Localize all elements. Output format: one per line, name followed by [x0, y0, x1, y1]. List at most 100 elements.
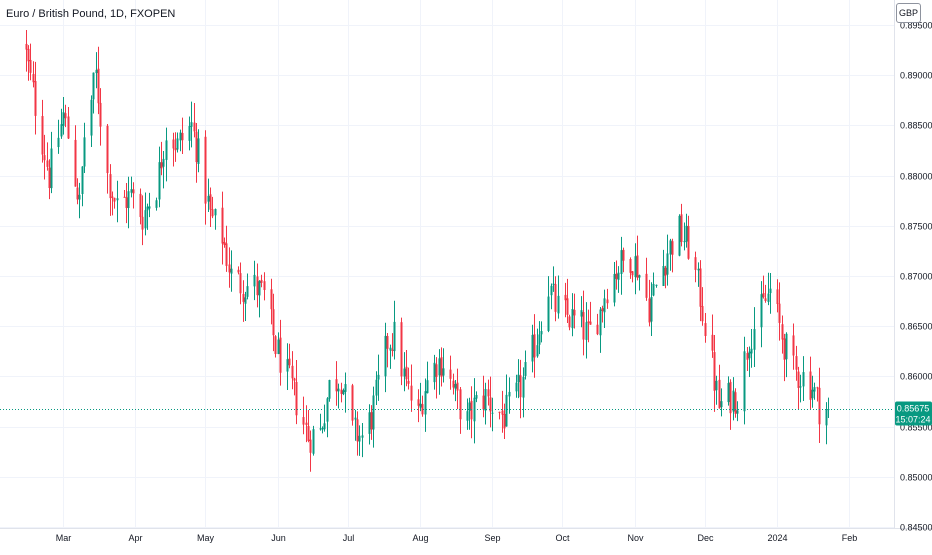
price-tick-label: 0.86000: [900, 372, 932, 382]
candle-body: [571, 309, 574, 329]
candle-body: [90, 99, 93, 136]
candle-body: [132, 189, 135, 194]
time-tick-label: Jun: [271, 533, 286, 543]
candle-body: [113, 197, 116, 202]
candle-body: [25, 43, 28, 50]
candle-body: [498, 411, 501, 413]
candle-body: [620, 250, 623, 275]
candle-body: [188, 126, 191, 141]
candle-body: [538, 334, 541, 345]
candle-body: [449, 369, 452, 379]
last-price-value: 0.85675: [897, 404, 930, 414]
candle-body: [589, 321, 592, 325]
candle-body: [358, 435, 361, 442]
candle-body: [776, 289, 779, 305]
candle-body: [568, 316, 571, 328]
candle-body: [634, 256, 637, 278]
candle-body: [748, 351, 751, 359]
candle-body: [109, 174, 112, 199]
candle-body: [487, 389, 490, 397]
candle-body: [209, 194, 212, 210]
candle-body: [78, 194, 81, 200]
time-tick-label: Mar: [56, 533, 72, 543]
candle-body: [417, 399, 420, 406]
candle-body: [468, 402, 471, 411]
candle-body: [256, 276, 259, 296]
candle-body: [433, 362, 436, 383]
candle-body: [389, 347, 392, 351]
candle-body: [442, 368, 445, 376]
candle-body: [769, 288, 772, 294]
candle-body: [638, 275, 641, 278]
price-tick-label: 0.87000: [900, 272, 932, 282]
candle-body: [400, 322, 403, 377]
candle-body: [162, 158, 165, 167]
candle-body: [603, 298, 606, 313]
candle-body: [699, 268, 702, 307]
last-price-label: 0.85675 15:07:24: [895, 401, 932, 426]
candle-body: [540, 331, 543, 335]
candle-body: [312, 429, 315, 454]
candle-body: [631, 271, 634, 276]
candle-body: [475, 395, 478, 399]
candles: [25, 29, 830, 472]
time-axis[interactable]: Mar Apr May Jun Jul Aug Sep Oct Nov Dec 2024 Feb: [56, 533, 858, 543]
candle-body: [176, 138, 179, 150]
candle-body: [489, 397, 492, 412]
candle-body: [419, 403, 422, 408]
candle-body: [340, 389, 343, 394]
candle-body: [342, 390, 345, 395]
candle-body: [680, 214, 683, 242]
candle-body: [470, 400, 473, 420]
candle-body: [410, 385, 413, 401]
candle-body: [524, 362, 527, 376]
candle-body: [764, 298, 767, 301]
candle-body: [533, 334, 536, 358]
candle-body: [687, 226, 690, 259]
candle-body: [260, 279, 263, 283]
candle-body: [585, 322, 588, 340]
candle-body: [354, 417, 357, 420]
currency-button[interactable]: GBP: [896, 3, 921, 23]
candle-body: [491, 412, 494, 414]
candle-body: [27, 48, 30, 62]
candle-body: [734, 392, 737, 414]
candle-body: [291, 365, 294, 379]
candle-body: [825, 409, 828, 426]
price-axis[interactable]: 0.89500 0.89000 0.88500 0.88000 0.87500 0.870…: [900, 21, 932, 533]
candle-body: [711, 334, 714, 351]
candle-body: [606, 299, 609, 304]
candle-body: [566, 298, 569, 315]
candle-body: [515, 382, 518, 392]
candle-body: [678, 215, 681, 256]
candle-body: [323, 423, 326, 430]
candle-body: [48, 167, 51, 189]
candle-body: [508, 391, 511, 397]
candle-body: [615, 273, 618, 279]
candle-body: [704, 323, 707, 336]
candle-body: [195, 131, 198, 163]
candle-body: [237, 269, 240, 273]
candle-body: [375, 379, 378, 396]
candle-body: [456, 382, 459, 391]
candle-body: [403, 368, 406, 377]
candle-body: [466, 411, 469, 421]
candle-body: [372, 395, 375, 430]
candle-body: [148, 206, 151, 209]
candle-body: [438, 358, 441, 376]
candle-body: [74, 139, 77, 187]
candle-body: [368, 412, 371, 434]
candle-body: [81, 166, 84, 195]
candle-body: [407, 380, 410, 384]
price-tick-label: 0.85000: [900, 473, 932, 483]
price-tick-label: 0.89500: [900, 21, 932, 31]
candle-body: [76, 187, 79, 200]
candle-body: [580, 310, 583, 317]
candle-body: [664, 267, 667, 276]
time-tick-label: Aug: [412, 533, 428, 543]
candle-body: [720, 401, 723, 408]
candle-body: [617, 272, 620, 280]
candle-body: [46, 160, 49, 167]
last-price-badge: [895, 401, 932, 426]
